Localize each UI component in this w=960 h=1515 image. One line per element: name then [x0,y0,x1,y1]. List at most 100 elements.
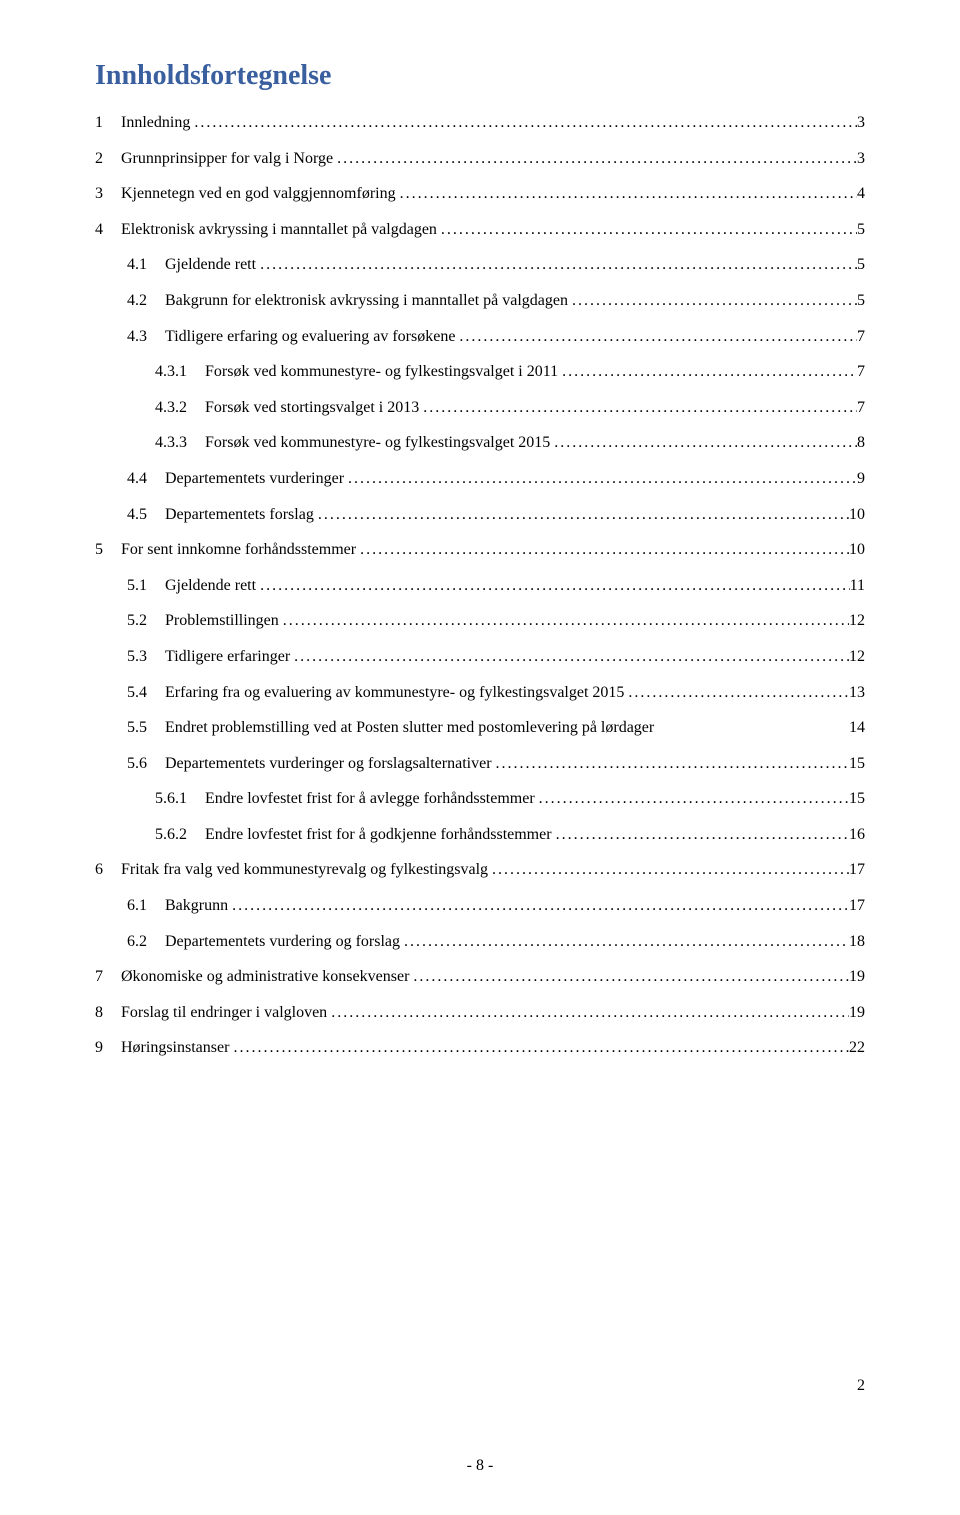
toc-entry-number: 2 [95,146,109,172]
toc-entry-leader-dots [552,822,849,848]
toc-entry-number: 5.6 [95,751,153,777]
toc-entry-number: 3 [95,181,109,207]
toc-entry-text: Innledning [121,110,190,136]
toc-entry-leader-dots [256,252,857,278]
toc-entry: 5.6.2 Endre lovfestet frist for å godkje… [95,822,865,848]
toc-entry-text: Departementets vurderinger [165,466,344,492]
toc-entry-leader-dots [344,466,857,492]
toc-entry: 4.3.1 Forsøk ved kommunestyre- og fylkes… [95,359,865,385]
toc-entry-page: 5 [857,288,865,314]
toc-entry-page: 22 [849,1035,865,1061]
toc-entry-leader-dots [558,359,857,385]
toc-entry-number: 5.4 [95,680,153,706]
toc-entry: 4.2 Bakgrunn for elektronisk avkryssing … [95,288,865,314]
toc-entry-separator [153,893,165,919]
toc-entry-leader-dots [190,110,857,136]
toc-entry: 9 Høringsinstanser22 [95,1035,865,1061]
toc-entry-separator [193,822,205,848]
toc-entry-leader-dots [400,929,849,955]
toc-entry-number: 6.2 [95,929,153,955]
toc-entry-separator [153,608,165,634]
toc-entry: 4 Elektronisk avkryssing i manntallet på… [95,217,865,243]
toc-entry-page: 7 [857,359,865,385]
toc-entry-leader-dots [256,573,850,599]
toc-entry-number: 4.1 [95,252,153,278]
toc-entry-separator [109,181,121,207]
toc-entry-leader-dots [535,786,849,812]
toc-entry-text: Høringsinstanser [121,1035,229,1061]
toc-entry-page: 11 [850,573,865,599]
toc-entry: 4.3.2 Forsøk ved stortingsvalget i 20137 [95,395,865,421]
toc-entry-page: 17 [849,893,865,919]
toc-entry-text: Tidligere erfaringer [165,644,290,670]
toc-entry-number: 4.5 [95,502,153,528]
toc-entry-number: 4.3.3 [95,430,193,456]
toc-entry: 5.3 Tidligere erfaringer12 [95,644,865,670]
toc-entry-number: 5.1 [95,573,153,599]
toc-entry-separator [109,537,121,563]
toc-entry-page: 18 [849,929,865,955]
toc-entry-text: Endre lovfestet frist for å avlegge forh… [205,786,535,812]
toc-entry-leader-dots [568,288,857,314]
toc-entry-separator [153,751,165,777]
toc-entry-text: Departementets forslag [165,502,314,528]
toc-entry-text: Endre lovfestet frist for å godkjenne fo… [205,822,552,848]
toc-entry-text: Problemstillingen [165,608,279,634]
toc-entry: 5.4 Erfaring fra og evaluering av kommun… [95,680,865,706]
toc-entry-leader-dots [396,181,857,207]
toc-entry-leader-dots [279,608,849,634]
toc-entry: 4.5 Departementets forslag 10 [95,502,865,528]
toc-entry: 6 Fritak fra valg ved kommunestyrevalg o… [95,857,865,883]
toc-entry-text: Forsøk ved kommunestyre- og fylkestingsv… [205,359,558,385]
toc-entry-leader-dots [327,1000,849,1026]
toc-entry-leader-dots [492,751,849,777]
toc-entry-page: 10 [849,502,865,528]
toc-entry-number: 4.3.2 [95,395,193,421]
toc-entry-leader-dots [409,964,849,990]
toc-entry-leader-dots [455,324,857,350]
toc-entry-text: Erfaring fra og evaluering av kommunesty… [165,680,624,706]
toc-entry: 1 Innledning3 [95,110,865,136]
toc-entry-text: Endret problemstilling ved at Posten slu… [165,715,654,741]
toc-entry-number: 5.6.1 [95,786,193,812]
toc-entry-text: Bakgrunn [165,893,228,919]
toc-entry-text: Kjennetegn ved en god valggjennomføring [121,181,396,207]
toc-entry-page: 16 [849,822,865,848]
toc-entry-number: 4.3.1 [95,359,193,385]
toc-entry-leader-dots [550,430,857,456]
toc-entry-separator [153,715,165,741]
toc-entry-leader-dots [229,1035,849,1061]
toc-entry-number: 4.4 [95,466,153,492]
toc-entry-leader-dots [624,680,849,706]
toc-entry-text: Forsøk ved kommunestyre- og fylkestingsv… [205,430,550,456]
toc-entry-leader-dots [290,644,849,670]
toc-entry-separator [153,573,165,599]
toc-entry: 8 Forslag til endringer i valgloven19 [95,1000,865,1026]
toc-entry-number: 4.2 [95,288,153,314]
toc-entry-page: 5 [857,217,865,243]
toc-entry-text: Elektronisk avkryssing i manntallet på v… [121,217,437,243]
toc-entry-leader-dots [437,217,857,243]
toc-entry-leader-dots [488,857,849,883]
toc-entry-text: Departementets vurdering og forslag [165,929,400,955]
toc-entry-page: 4 [857,181,865,207]
toc-entry-number: 5.5 [95,715,153,741]
toc-entry: 5.2 Problemstillingen12 [95,608,865,634]
toc-entry-separator [109,1000,121,1026]
toc-entry-separator [193,395,205,421]
toc-entry-page: 3 [857,146,865,172]
toc-entry-separator [109,1035,121,1061]
toc-entry: 5 For sent innkomne forhåndsstemmer10 [95,537,865,563]
toc-entry: 4.3 Tidligere erfaring og evaluering av … [95,324,865,350]
toc-entry-leader-dots [419,395,857,421]
toc-entry: 4.3.3 Forsøk ved kommunestyre- og fylkes… [95,430,865,456]
toc-title: Innholdsfortegnelse [95,60,865,92]
toc-entry: 6.1 Bakgrunn17 [95,893,865,919]
toc-entry-number: 7 [95,964,109,990]
toc-entry-leader-dots [314,502,849,528]
toc-entry-text: Gjeldende rett [165,573,256,599]
toc-entry-page: 5 [857,252,865,278]
toc-entry-separator [193,359,205,385]
toc-entry-number: 5.6.2 [95,822,193,848]
toc-entry-text: Bakgrunn for elektronisk avkryssing i ma… [165,288,568,314]
